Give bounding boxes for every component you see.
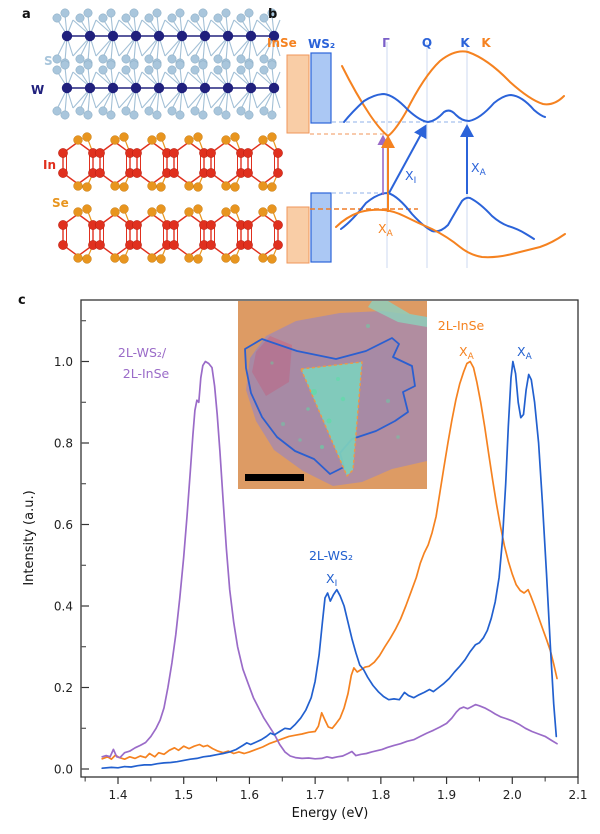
xa-orange-transition-label: XA	[378, 221, 394, 239]
xa-orange-peak-label: XA	[459, 344, 475, 362]
spectrum-curve-2	[101, 360, 558, 761]
inse-layer	[58, 204, 283, 264]
inse-material-label: InSe	[267, 36, 297, 50]
x-tick-label: 1.4	[108, 788, 127, 802]
xa-blue-transition-label: XA	[471, 160, 487, 178]
panel-c-label: c	[18, 293, 26, 308]
defect-spots	[270, 324, 400, 449]
x-tick-label: 1.8	[371, 788, 390, 802]
inse-conduction-block	[286, 54, 310, 134]
hetero-label-line1: 2L-WS₂/	[118, 345, 167, 360]
transition-arrows	[377, 124, 474, 212]
band-curves	[335, 50, 566, 259]
spectrum-curve-1	[101, 360, 558, 760]
xi-peak-label: XI	[326, 571, 337, 589]
ws2-conduction-block	[310, 52, 332, 124]
xi-transition-label: XI	[405, 168, 416, 186]
y-tick-label: 0.2	[54, 681, 73, 695]
xa-blue-peak-label: XA	[517, 344, 533, 362]
x-tick-label: 2.1	[568, 788, 587, 802]
spectrum-curve-3	[101, 360, 558, 770]
panel-c-spectra-plot: c 1.4 1.5 1.6 1.7 1.8 1.9 2.0 2.1 0.0 0.2 0.4 0.6 0.…	[18, 293, 588, 821]
ws2-valence-band	[340, 191, 535, 240]
in-atom-label: In	[43, 158, 56, 172]
ws2-layer	[52, 60, 281, 120]
y-tick-label: 0.4	[54, 600, 73, 614]
k-point-label-blue: K	[460, 36, 470, 50]
q-point-label: Q	[422, 36, 432, 50]
ws2-spectrum-label: 2L-WS₂	[309, 548, 353, 563]
se-atom-label: Se	[52, 196, 69, 210]
k-point-label-orange: K	[481, 36, 491, 50]
blue-xi-arrow	[388, 124, 427, 194]
teal-tail-region	[368, 301, 427, 327]
s-atom-label: S	[44, 54, 53, 68]
spectra-curves	[101, 360, 558, 770]
y-tick-label: 0.8	[54, 437, 73, 451]
x-axis-title: Energy (eV)	[292, 806, 369, 821]
ws2-layer	[52, 8, 281, 68]
y-axis-title: Intensity (a.u.)	[22, 490, 37, 585]
panel-b-band-diagram: b	[267, 7, 566, 268]
x-tick-label: 1.9	[437, 788, 456, 802]
inse-valence-block	[286, 206, 310, 264]
x-tick-label: 1.7	[306, 788, 325, 802]
panel-b-label: b	[268, 7, 277, 22]
inse-layer	[58, 132, 283, 192]
alignment-dashes	[310, 121, 462, 210]
y-tick-label: 0.0	[54, 763, 73, 777]
panel-a-crystal-structure: a S W In Se	[22, 7, 283, 264]
band-edge-blocks	[286, 52, 332, 264]
x-tick-label: 1.5	[174, 788, 193, 802]
y-tick-label: 0.6	[54, 518, 73, 532]
plot-frame	[80, 299, 579, 778]
axis-ticks	[81, 320, 579, 784]
optical-microscope-inset	[238, 301, 427, 489]
crystal-lattices	[52, 8, 283, 264]
ws2-material-label: WS₂	[308, 37, 335, 51]
flake-red-patch	[252, 336, 292, 396]
inse-conduction-band	[341, 50, 565, 138]
w-atom-label: W	[31, 83, 44, 97]
x-tick-label: 1.6	[240, 788, 259, 802]
y-tick-label: 1.0	[54, 355, 73, 369]
ws2-conduction-band	[343, 92, 546, 124]
scale-bar	[245, 474, 304, 481]
panel-a-label: a	[22, 7, 31, 22]
x-tick-label: 2.0	[503, 788, 522, 802]
inse-valence-band	[335, 208, 566, 259]
ws2-valence-block	[310, 192, 332, 263]
hetero-label-line2: 2L-InSe	[123, 366, 170, 381]
inse-spectrum-label: 2L-InSe	[438, 318, 485, 333]
axis-tick-labels: 1.4 1.5 1.6 1.7 1.8 1.9 2.0 2.1 0.0 0.2 0.4 0.6 0.8 1…	[54, 355, 588, 802]
gamma-point-label: Γ	[382, 36, 390, 50]
